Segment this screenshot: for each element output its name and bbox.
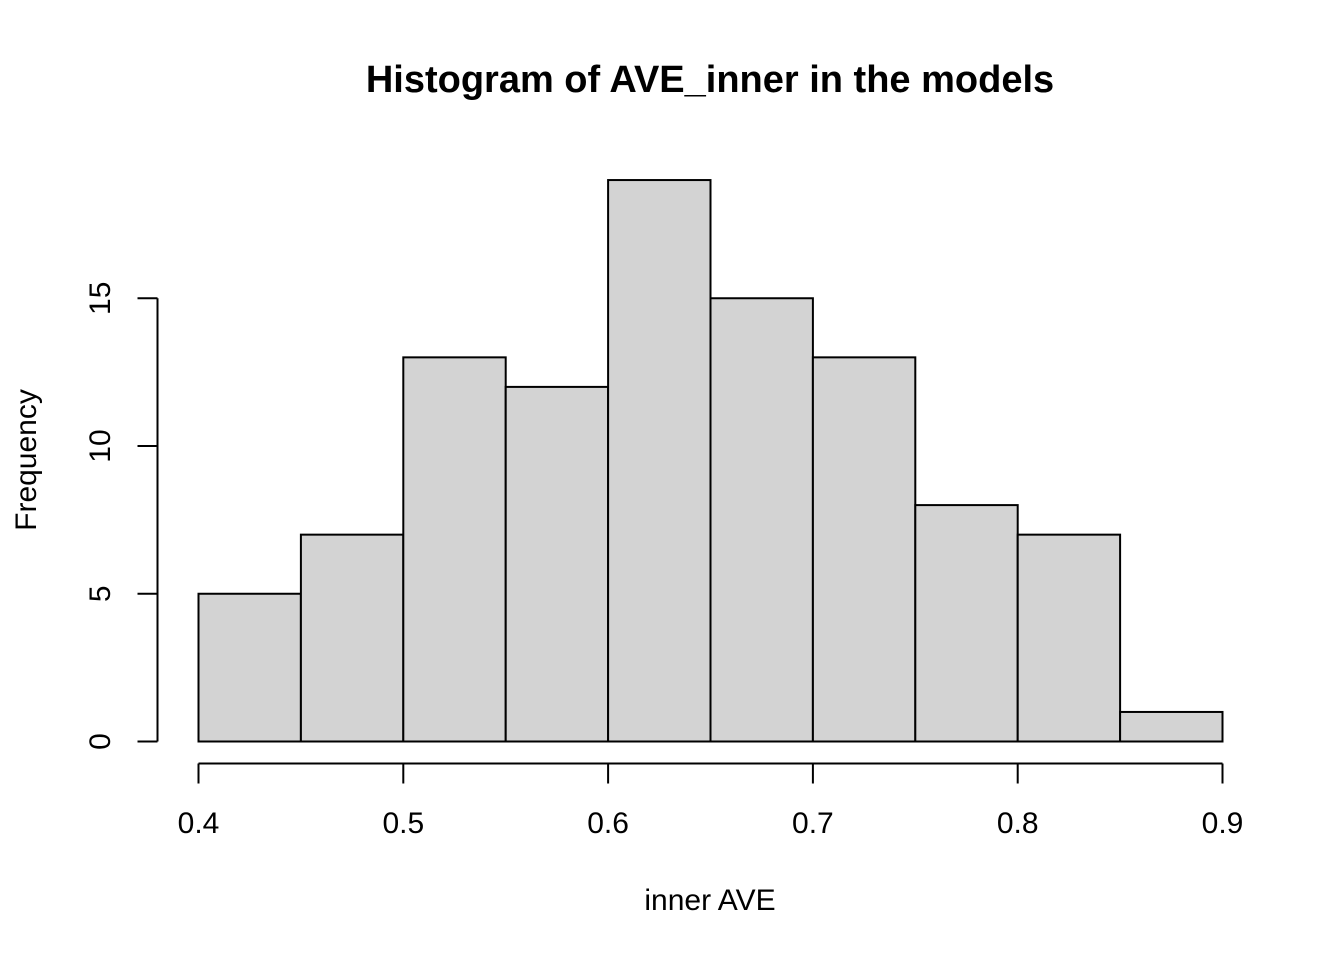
histogram-bar [197,592,302,743]
histogram-bar [811,356,917,743]
y-axis: 0 5 10 15 [84,282,159,750]
histogram-bar [299,533,405,743]
y-tick-label: 10 [84,429,117,462]
histogram-bar [504,385,610,743]
x-tick-label: 0.7 [792,807,834,840]
histogram-bar [607,179,712,743]
x-tick-label: 0.4 [178,807,220,840]
x-axis-label: inner AVE [644,884,775,917]
histogram-bar [1016,533,1122,743]
histogram-bar [402,356,507,743]
x-tick-label: 0.8 [997,807,1039,840]
histogram-bar [914,504,1019,743]
y-tick-label: 15 [84,282,117,315]
bars-group [197,179,1224,743]
histogram-bar [1119,710,1224,743]
chart-title: Histogram of AVE_inner in the models [366,59,1054,101]
x-tick-label: 0.9 [1202,807,1244,840]
x-tick-label: 0.5 [382,807,424,840]
y-tick-label: 5 [84,585,117,602]
x-tick-label: 0.6 [587,807,629,840]
histogram-bar [709,297,814,743]
y-axis-label: Frequency [10,389,43,531]
x-axis: 0.4 0.5 0.6 0.7 0.8 0.9 [178,762,1244,840]
y-tick-label: 0 [84,733,117,750]
